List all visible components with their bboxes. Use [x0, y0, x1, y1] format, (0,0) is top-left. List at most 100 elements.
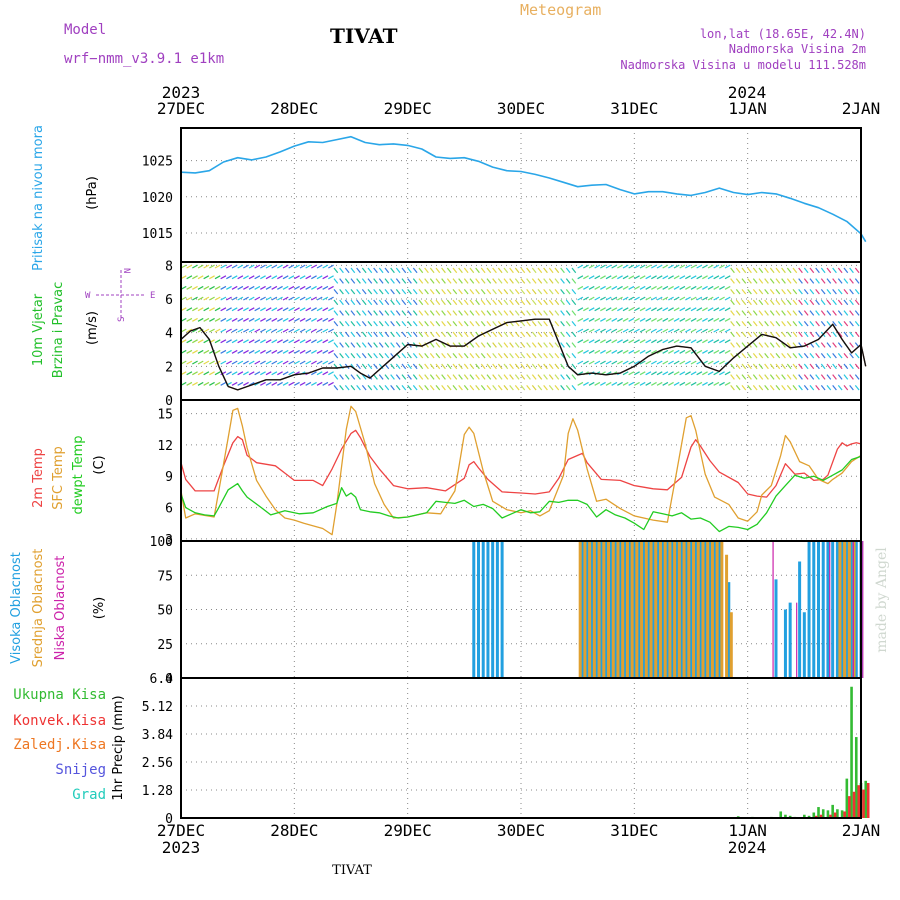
wind-barb — [311, 371, 317, 376]
wind-barb — [197, 285, 204, 290]
wind-barb — [418, 299, 424, 306]
wind-barb — [424, 320, 429, 327]
wind-barb — [458, 331, 463, 338]
wind-barb — [192, 285, 198, 290]
wind-barb — [560, 331, 565, 338]
credit-text: made by Angel — [874, 547, 890, 653]
wind-barb — [673, 328, 680, 333]
wind-barb — [395, 320, 401, 327]
wind-barb — [769, 331, 775, 338]
wind-barb — [311, 296, 317, 301]
wind-barb — [328, 296, 334, 301]
y-tick-label: 2.56 — [142, 756, 173, 771]
wind-barb — [809, 331, 815, 338]
wind-barb — [565, 320, 571, 327]
wind-barb — [277, 339, 283, 344]
wind-barb — [418, 363, 424, 370]
legend-konvek-kisa: Konvek.Kisa — [13, 713, 106, 729]
wind-barb — [486, 331, 492, 338]
wind-barb — [311, 349, 317, 354]
wind-barb — [696, 349, 703, 354]
wind-barb — [747, 374, 752, 380]
wind-barb — [526, 363, 531, 370]
wind-barb — [571, 267, 577, 274]
wind-barb — [565, 310, 571, 316]
wind-barb — [719, 285, 725, 290]
wind-barb — [826, 352, 832, 359]
wind-barb — [577, 349, 584, 354]
wind-barb — [361, 374, 367, 380]
wind-barb — [554, 320, 560, 327]
y-tick-label: 1.28 — [142, 784, 173, 799]
wind-barb — [311, 339, 317, 344]
wind-barb — [514, 267, 520, 274]
wind-barb — [560, 310, 565, 316]
wind-barb — [265, 360, 272, 365]
wind-barb — [752, 363, 758, 370]
wind-barb — [747, 299, 752, 306]
wind-barb — [758, 267, 764, 274]
wind-barb — [764, 288, 769, 295]
wind-barb — [305, 285, 312, 290]
wind-barb — [526, 352, 531, 359]
wind-barb — [435, 384, 441, 391]
wind-barb — [843, 352, 849, 359]
wind-barb — [350, 278, 356, 284]
wind-barb — [497, 363, 503, 370]
wind-barb — [611, 307, 618, 312]
wind-barb — [390, 342, 395, 348]
wind-barb — [378, 267, 384, 274]
temp-label-sfc: SFC Temp — [51, 446, 66, 510]
wind-barb — [243, 381, 249, 386]
wind-barb — [333, 352, 339, 359]
wind-barb — [520, 267, 526, 274]
wind-barb — [554, 310, 560, 316]
wind-barb — [441, 363, 446, 370]
wind-barb — [758, 320, 764, 327]
wind-barb — [384, 352, 390, 359]
precip-bar — [807, 815, 811, 818]
wind-barb — [220, 328, 227, 333]
wind-barb — [781, 267, 786, 274]
wind-barb — [373, 342, 378, 348]
wind-barb — [373, 363, 378, 370]
wind-barb — [645, 360, 652, 365]
wind-barb — [435, 363, 441, 370]
wind-barb — [679, 317, 686, 322]
wind-barb — [735, 278, 741, 284]
precip-bar — [817, 807, 820, 818]
wind-barb — [622, 296, 629, 301]
wind-barb — [254, 328, 261, 333]
wind-barb — [713, 296, 720, 301]
wind-barb — [333, 384, 339, 391]
wind-barb — [412, 310, 418, 316]
wind-barb — [220, 285, 227, 290]
wind-barb — [679, 275, 686, 280]
wind-barb — [826, 331, 832, 338]
wind-barb — [231, 371, 238, 376]
wind-barb — [418, 352, 424, 359]
wind-barb — [390, 331, 395, 338]
wind-barb — [356, 331, 361, 338]
wind-barb — [441, 331, 446, 338]
wind-barb — [294, 339, 300, 344]
wind-barb — [543, 384, 548, 391]
wind-barb — [668, 371, 674, 376]
wind-barb — [639, 296, 646, 301]
wind-barb — [628, 296, 635, 301]
wind-barb — [192, 339, 198, 344]
wind-barb — [407, 299, 412, 306]
precip-bar — [864, 780, 868, 818]
wind-barb — [356, 374, 361, 380]
wind-barb — [531, 288, 537, 295]
wind-barb — [724, 264, 731, 269]
wind-barb — [407, 331, 412, 338]
wind-barb — [826, 288, 832, 295]
wind-barb — [583, 349, 589, 354]
wind-barb — [730, 320, 735, 327]
wind-barb — [299, 339, 306, 344]
wind-barb — [622, 381, 629, 386]
wind-barb — [713, 381, 720, 386]
wind-barb — [605, 381, 612, 386]
wind-barb — [526, 299, 531, 306]
